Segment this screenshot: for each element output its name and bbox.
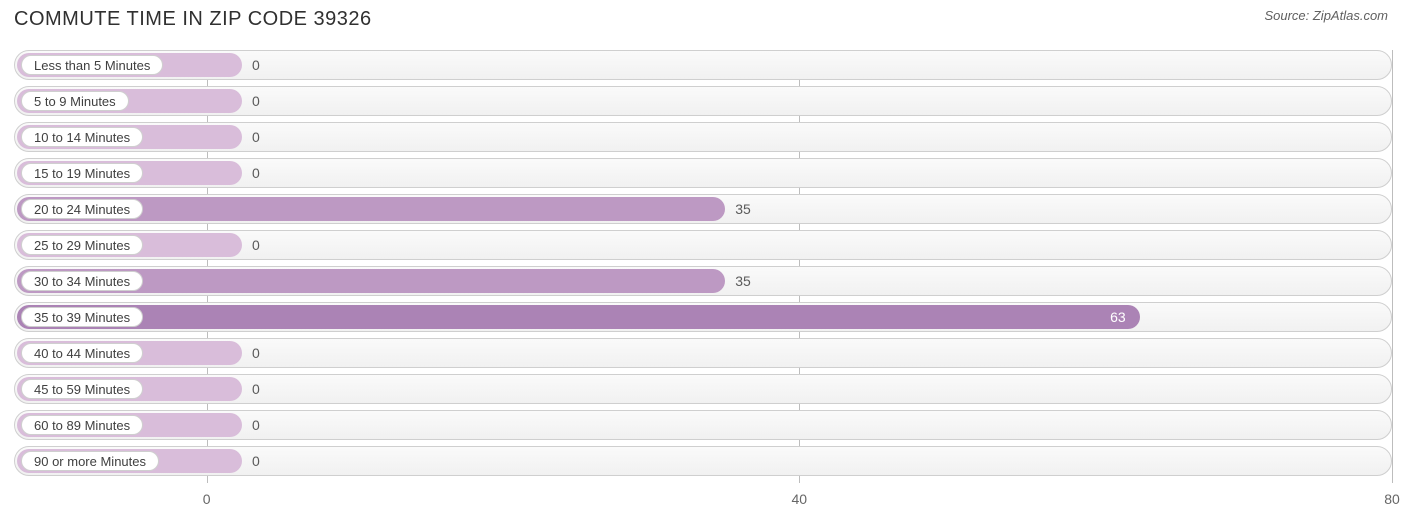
bar-value-label: 0 — [252, 57, 260, 73]
bar-category-label: 15 to 19 Minutes — [21, 163, 143, 183]
bar-row: 20 to 24 Minutes 35 — [14, 194, 1392, 224]
bar-value-label: 0 — [252, 129, 260, 145]
bar-category-label: 20 to 24 Minutes — [21, 199, 143, 219]
bar-value-label: 0 — [252, 237, 260, 253]
bar-category-label: 35 to 39 Minutes — [21, 307, 143, 327]
bar-row: 5 to 9 Minutes 0 — [14, 86, 1392, 116]
bar-fill — [17, 305, 1140, 329]
bar-value-label: 0 — [252, 417, 260, 433]
bar-value-label: 0 — [252, 345, 260, 361]
chart-header: COMMUTE TIME IN ZIP CODE 39326 Source: Z… — [0, 0, 1406, 31]
bar-value-label: 0 — [252, 165, 260, 181]
bar-row: 60 to 89 Minutes 0 — [14, 410, 1392, 440]
bar-category-label: 45 to 59 Minutes — [21, 379, 143, 399]
bar-value-label: 0 — [252, 453, 260, 469]
bar-category-label: Less than 5 Minutes — [21, 55, 163, 75]
bar-category-label: 10 to 14 Minutes — [21, 127, 143, 147]
bar-category-label: 30 to 34 Minutes — [21, 271, 143, 291]
bar-value-label: 35 — [735, 273, 751, 289]
bar-row: 25 to 29 Minutes 0 — [14, 230, 1392, 260]
bar-row: 40 to 44 Minutes 0 — [14, 338, 1392, 368]
bar-value-label: 0 — [252, 93, 260, 109]
bar-category-label: 5 to 9 Minutes — [21, 91, 129, 111]
bar-row: 30 to 34 Minutes 35 — [14, 266, 1392, 296]
bar-row: 35 to 39 Minutes 63 — [14, 302, 1392, 332]
x-axis-tick-label: 80 — [1384, 491, 1400, 507]
chart-plot-area: Less than 5 Minutes05 to 9 Minutes010 to… — [14, 50, 1392, 483]
bar-value-label: 0 — [252, 381, 260, 397]
bar-row: 90 or more Minutes 0 — [14, 446, 1392, 476]
chart-source: Source: ZipAtlas.com — [1264, 8, 1388, 23]
x-axis-tick-label: 0 — [203, 491, 211, 507]
bar-value-label: 63 — [1110, 309, 1126, 325]
gridline — [1392, 50, 1393, 483]
bar-category-label: 25 to 29 Minutes — [21, 235, 143, 255]
bar-value-label: 35 — [735, 201, 751, 217]
bar-category-label: 90 or more Minutes — [21, 451, 159, 471]
bar-row: Less than 5 Minutes 0 — [14, 50, 1392, 80]
x-axis: 04080 — [14, 491, 1392, 511]
chart-title: COMMUTE TIME IN ZIP CODE 39326 — [14, 8, 372, 31]
bar-row: 10 to 14 Minutes 0 — [14, 122, 1392, 152]
bar-row: 15 to 19 Minutes 0 — [14, 158, 1392, 188]
bar-row: 45 to 59 Minutes 0 — [14, 374, 1392, 404]
x-axis-tick-label: 40 — [792, 491, 808, 507]
bar-category-label: 40 to 44 Minutes — [21, 343, 143, 363]
bar-category-label: 60 to 89 Minutes — [21, 415, 143, 435]
